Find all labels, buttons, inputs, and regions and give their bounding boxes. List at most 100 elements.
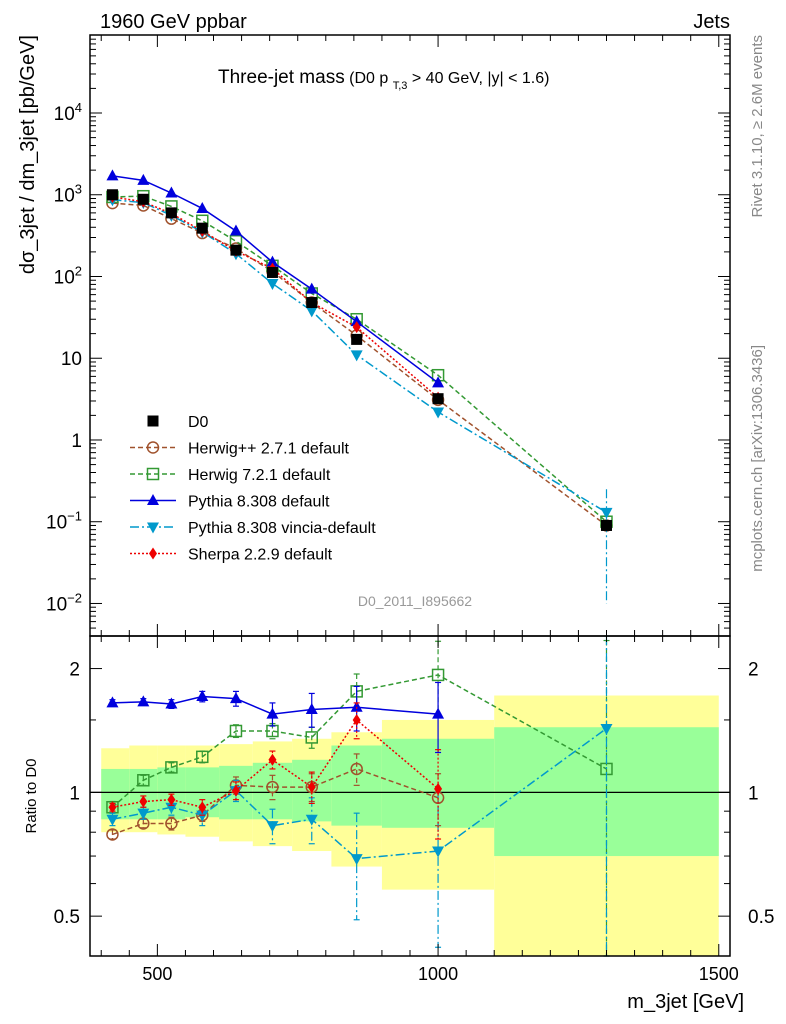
- y-tick-label: 10−1: [46, 509, 82, 534]
- ratio-point: [137, 808, 150, 820]
- series-line: [112, 196, 439, 399]
- series-point: [350, 350, 363, 362]
- analysis-label: D0_2011_I895662: [358, 593, 472, 609]
- ratio-point: [108, 801, 117, 814]
- legend-label: Pythia 8.308 vincia-default: [188, 520, 376, 537]
- ratio-point: [106, 696, 119, 708]
- series-layer: [106, 169, 613, 957]
- ratio-y-tick-label: 0.5: [54, 907, 80, 928]
- x-axis-label: m_3jet [GeV]: [627, 991, 744, 1013]
- ratio-point: [266, 821, 279, 833]
- y-tick-label: 103: [54, 182, 82, 207]
- data-point: [432, 393, 444, 405]
- ratio-point: [196, 750, 209, 764]
- series-point: [229, 224, 242, 236]
- series-point: [266, 279, 279, 291]
- legend-entry-sherpa-2-2-9-default: Sherpa 2.2.9 default: [130, 547, 333, 564]
- legend-marker: [147, 494, 159, 505]
- legend-marker: [146, 441, 160, 454]
- series-point: [305, 282, 318, 294]
- ratio-point: [231, 784, 240, 797]
- data-point: [137, 193, 149, 205]
- y-tick-label: 10: [61, 349, 82, 370]
- ratio-point: [165, 697, 178, 709]
- y-tick-label: 1: [71, 431, 82, 452]
- data-point: [351, 333, 363, 345]
- legend-marker: [149, 547, 157, 560]
- legend-marker: [147, 415, 159, 427]
- series-line: [112, 198, 607, 514]
- legend-marker: [146, 467, 160, 481]
- axes: 500 1000 1500 10−2 10−1 1 10 102 103 104 0.5 0.5 1 1 2…: [46, 34, 774, 984]
- y-tick-label: 10−2: [46, 590, 82, 615]
- main-y-axis-label: dσ_3jet / dm_3jet [pb/GeV]: [17, 35, 39, 274]
- legend-label: Sherpa 2.2.9 default: [188, 547, 333, 564]
- ratio-point: [305, 814, 318, 826]
- header-left: 1960 GeV ppbar: [100, 11, 247, 33]
- series-point: [305, 306, 318, 318]
- ratio-point: [268, 753, 277, 766]
- ratio-point: [165, 817, 178, 830]
- data-point: [600, 519, 612, 531]
- legend-entry-herwig-2-7-1-default: Herwig++ 2.7.1 default: [130, 441, 350, 458]
- ratio-point: [350, 762, 363, 776]
- ratio-point: [600, 723, 613, 735]
- title-sub-suffix: > 40 GeV, |y| < 1.6): [412, 70, 550, 87]
- series-point: [137, 173, 150, 185]
- data-point: [266, 266, 278, 278]
- ratio-point: [229, 724, 243, 738]
- data-point: [230, 244, 242, 256]
- series-line: [112, 202, 607, 527]
- ratio-point: [266, 707, 279, 719]
- series-point: [432, 407, 445, 419]
- title-main: Three-jet mass: [218, 67, 345, 88]
- ratio-point: [352, 713, 361, 726]
- plot-title: Three-jet mass (D0 p T,3 > 40 GeV, |y| <…: [218, 67, 549, 93]
- ratio-point: [350, 854, 363, 866]
- ratio-point: [165, 761, 178, 774]
- x-tick-label: 1500: [699, 964, 739, 984]
- y-tick-label: 102: [54, 263, 82, 288]
- legend-entry-pythia-8-308-default: Pythia 8.308 default: [130, 494, 330, 511]
- legend-marker: [147, 522, 159, 534]
- series-point: [165, 186, 178, 198]
- ratio-point: [139, 795, 148, 808]
- header-right: Jets: [693, 11, 730, 33]
- ratio-y-tick-label: 1: [69, 783, 80, 804]
- rivet-label: Rivet 3.1.10, ≥ 2.6M events: [749, 35, 766, 218]
- series-point: [432, 376, 445, 388]
- data-point: [165, 207, 177, 219]
- ratio-point: [106, 814, 119, 826]
- x-tick-label: 1000: [418, 964, 458, 984]
- d0-uncertainty-bands: [101, 695, 719, 956]
- ratio-point: [198, 801, 207, 814]
- series-point: [196, 201, 209, 213]
- series-point: [106, 169, 119, 181]
- legend-label: D0: [188, 414, 209, 431]
- ratio-point: [432, 846, 445, 858]
- series-line: [112, 195, 607, 523]
- title-sub-prefix: (D0 p: [349, 70, 388, 87]
- y-tick-label: 104: [54, 100, 82, 125]
- series-point: [350, 315, 363, 327]
- ratio-y-axis-label: Ratio to D0: [23, 758, 40, 833]
- ratio-point: [196, 690, 209, 702]
- ratio-point: [305, 703, 318, 715]
- x-tick-label: 500: [142, 964, 172, 984]
- ratio-line: [112, 695, 439, 715]
- ratio-y-tick-label: 2: [69, 660, 80, 681]
- data-point: [196, 222, 208, 234]
- legend-entry-d0: D0: [147, 414, 209, 431]
- ratio-line: [111, 674, 607, 808]
- ratio-point: [106, 828, 119, 841]
- legend-label: Herwig 7.2.1 default: [188, 467, 331, 484]
- data-point: [306, 297, 318, 309]
- ratio-point: [305, 731, 319, 744]
- ratio-point: [167, 793, 176, 806]
- title-sub-subscript: T,3: [393, 80, 408, 92]
- ratio-point: [432, 707, 445, 719]
- mcplots-label: mcplots.cern.ch [arXiv:1306.3436]: [749, 345, 766, 572]
- main-panel-frame: [89, 34, 731, 637]
- legend-entry-pythia-8-308-vincia-default: Pythia 8.308 vincia-default: [130, 520, 376, 537]
